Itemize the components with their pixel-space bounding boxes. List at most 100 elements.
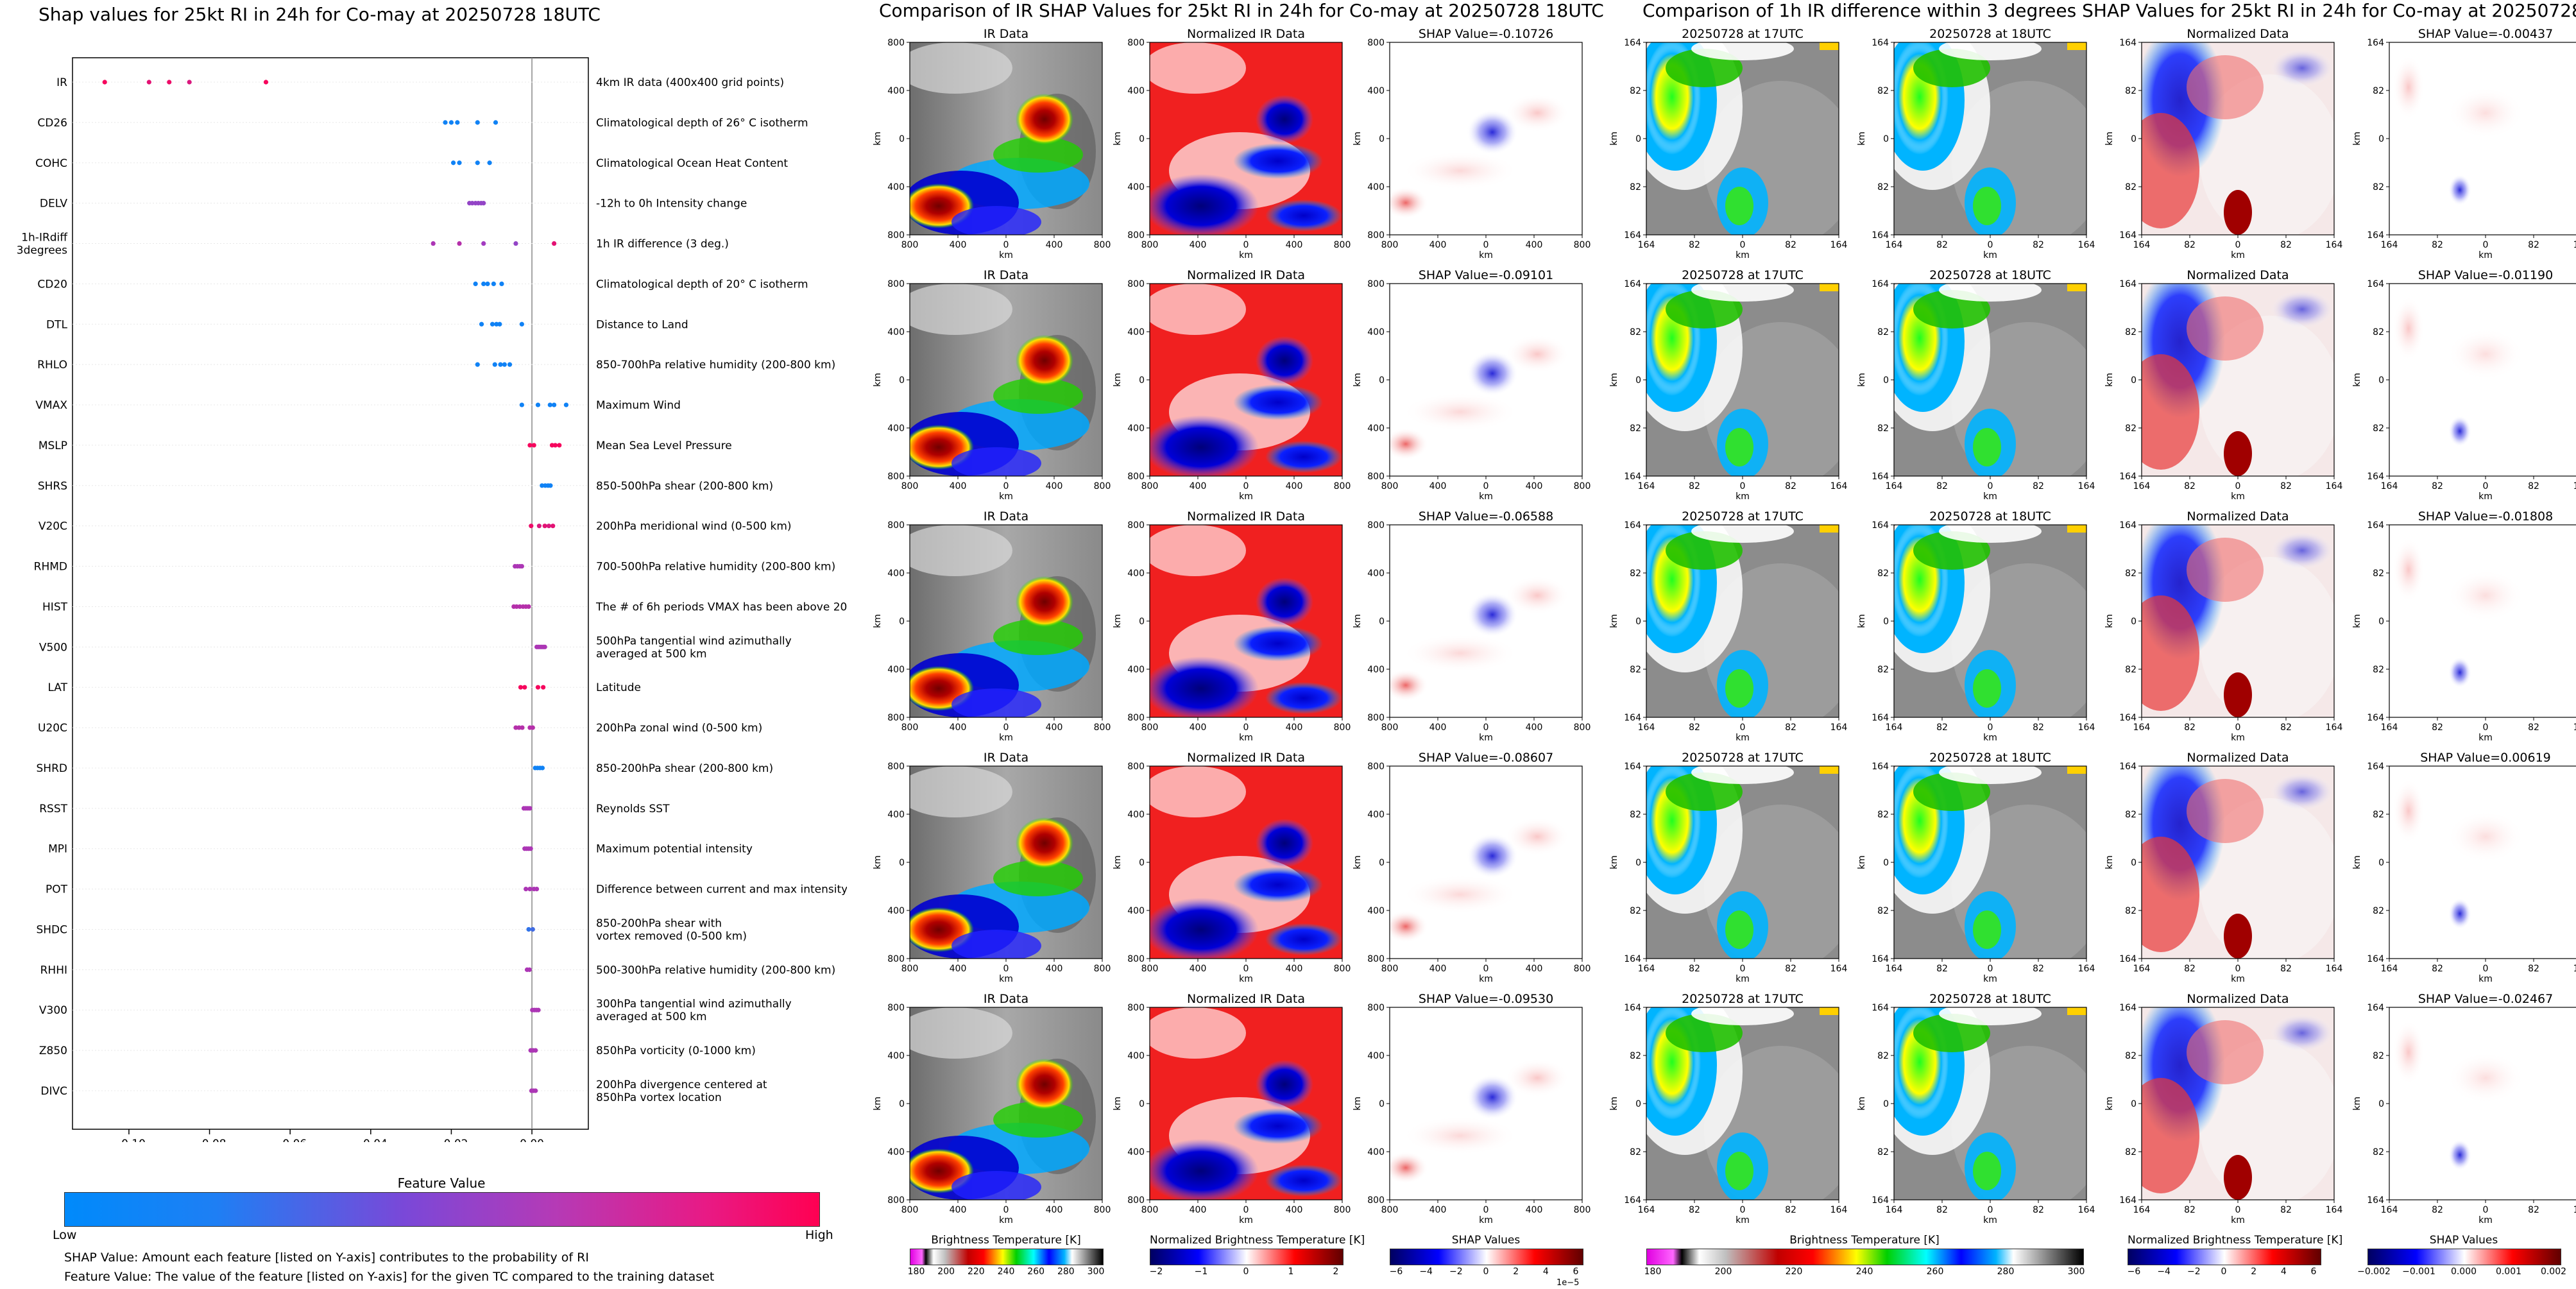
y-tick-label: 82 [2373,327,2384,337]
x-tick-label: 82 [1936,722,1948,733]
y-tick-label: 164 [2367,38,2384,48]
x-tick-label: 82 [2528,481,2539,491]
ir-data-title: IR Data [984,509,1028,524]
y-axis-label: km [1609,1097,1619,1111]
x-tick-label: 400 [1429,481,1447,491]
y-tick-label: 164 [2367,713,2384,723]
colorbar-tick-label: −6 [2127,1267,2141,1277]
y-tick-label: 0 [2378,617,2384,627]
shap-point [448,120,454,125]
y-tick-label: 0 [2378,1099,2384,1109]
normalized-ir-panel-frame [1149,1007,1343,1200]
ir-data-panel-frame [909,1007,1103,1200]
feature-name-label: 1h-IRdiff 3degrees [17,232,69,257]
x-tick-label: 800 [1094,481,1111,491]
y-tick-label: 164 [1624,1003,1641,1013]
y-tick-label: 164 [2119,713,2137,723]
y-tick-label: 800 [1127,230,1145,241]
y-tick-label: 164 [1624,520,1641,531]
y-tick-label: 0 [1635,134,1641,144]
x-axis-label: km [2231,974,2245,984]
ir-17utc-image [1646,1007,1839,1200]
shap-point [493,120,499,125]
colorbar [2128,1249,2321,1265]
y-tick-label: 800 [1367,520,1385,531]
colorbar-tick-label: 1 [1288,1267,1294,1277]
feature-name-label: DIVC [40,1085,67,1098]
x-tick-label: 164 [2381,481,2398,491]
x-tick-label: 800 [901,964,919,974]
x-tick-label: 82 [1936,481,1948,491]
shap-point [547,402,552,407]
shap-point [517,604,522,610]
y-tick-label: 400 [1367,182,1385,192]
x-tick-label: 0 [2235,481,2241,491]
feature-description-label: 850-200hPa shear with vortex removed (0-5… [596,917,747,943]
y-axis-label: km [2104,373,2115,387]
y-tick-label: 800 [1367,713,1385,723]
y-tick-label: 164 [1624,38,1641,48]
x-tick-label: 82 [1689,1205,1700,1215]
colorbar-tick-label: 6 [2310,1267,2317,1277]
y-tick-label: 82 [1630,568,1641,579]
irdiff-shap-panel-frame [2389,524,2576,718]
x-tick-label: 0 [1988,1205,1993,1215]
normalized-diff-title: Normalized Data [2187,751,2289,765]
y-tick-label: 800 [1127,520,1145,531]
ir-data-title: IR Data [984,992,1028,1006]
normalized-ir-image [1150,766,1342,959]
y-tick-label: 0 [899,134,905,144]
x-tick-label: 800 [1381,722,1399,733]
x-tick-label: 400 [1286,722,1303,733]
irdiff-shap-image [2389,525,2576,717]
feature-name-label: SHRD [37,762,67,775]
feature-description-label: 850hPa vorticity (0-1000 km) [596,1045,756,1057]
y-tick-label: 82 [1877,665,1889,675]
shap-map-panel-frame [1389,1007,1583,1200]
x-tick-label: 164 [1886,964,1903,974]
x-tick-label: 0 [1003,1205,1009,1215]
x-tick-label: 82 [1689,481,1700,491]
y-tick-label: 400 [1367,86,1385,96]
x-tick-label: 800 [1381,481,1399,491]
colorbar-tick-label: −2 [1149,1267,1163,1277]
x-tick-label: 82 [2033,1205,2044,1215]
x-tick-label: 82 [1785,481,1796,491]
y-tick-label: 164 [1624,472,1641,482]
y-tick-label: 400 [1127,86,1145,96]
feature-description-label: Climatological Ocean Heat Content [596,157,788,170]
x-tick-label: 400 [950,240,967,250]
y-tick-label: 400 [1367,1147,1385,1157]
colorbar-tick-label: 260 [1926,1267,1944,1277]
x-tick-label: 82 [1689,722,1700,733]
y-tick-label: 0 [2378,134,2384,144]
x-tick-label: 0 [1483,481,1489,491]
x-tick-label: 164 [1830,1205,1848,1215]
x-tick-label: 0 [1003,722,1009,733]
y-tick-label: 0 [2131,134,2137,144]
shap-point [536,524,542,529]
x-tick-label: 800 [1141,481,1159,491]
colorbar-tick-label: 0.001 [2495,1267,2522,1277]
x-tick-label: 164 [1830,240,1848,250]
y-tick-label: 164 [2367,472,2384,482]
x-axis-label: km [1736,733,1750,743]
ir-17utc-image [1646,284,1839,476]
shap-map-panel-frame [1389,283,1583,477]
x-axis-label: km [1239,491,1253,502]
y-tick-label: 0 [2131,617,2137,627]
feature-value-colorbar-title: Feature Value [397,1175,486,1191]
normalized-ir-image [1150,525,1342,717]
shap-point [492,362,497,367]
ir-data-panel-frame [909,42,1103,235]
x-tick-label: 400 [1190,964,1207,974]
ir-18utc-image [1894,766,2086,959]
shap-point [526,604,531,610]
y-tick-label: 164 [2367,954,2384,964]
x-axis-label: km [999,491,1013,502]
shap-point [443,120,448,125]
x-tick-label: 400 [1286,240,1303,250]
x-tick-label: 164 [2573,481,2576,491]
y-tick-label: 800 [887,38,905,48]
ir-17utc-title: 20250728 at 17UTC [1682,992,1804,1006]
